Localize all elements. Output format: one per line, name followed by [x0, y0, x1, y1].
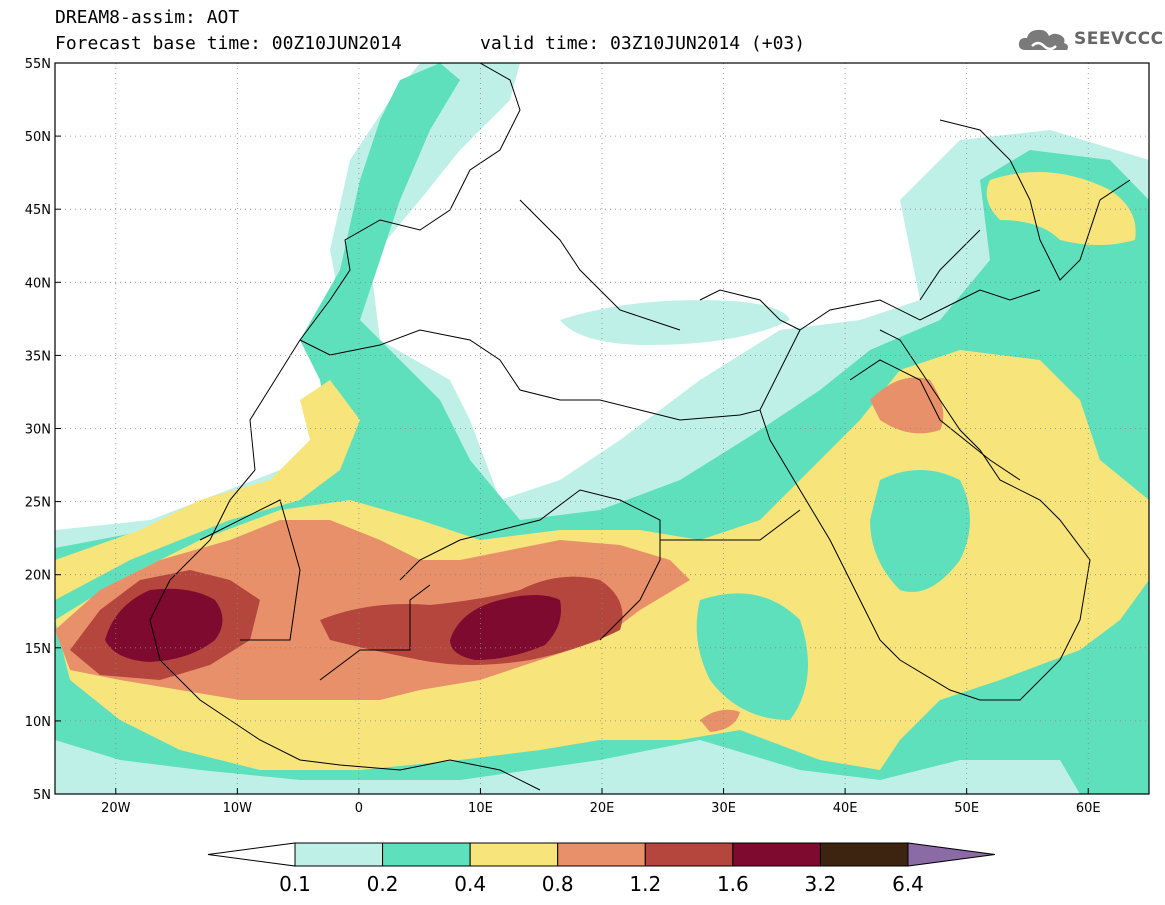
title-base-time: Forecast base time: 00Z10JUN2014	[55, 33, 402, 54]
lon-tick-label: 10W	[223, 801, 253, 816]
lat-tick-label: 25N	[25, 496, 51, 511]
aot-field	[55, 63, 1149, 794]
colorbar-label: 1.6	[716, 872, 749, 896]
lat-tick-label: 50N	[25, 130, 51, 145]
colorbar-label: 3.2	[804, 872, 837, 896]
colorbar-high-arrow	[907, 842, 996, 867]
coastlines	[149, 63, 1131, 791]
title-line-1: DREAM8-assim: AOT	[55, 7, 240, 28]
colorbar-box	[644, 842, 734, 867]
lon-tick-label: 20W	[101, 801, 131, 816]
colorbar-label: 6.4	[892, 872, 924, 896]
lat-tick-label: 20N	[25, 569, 51, 584]
colorbar-label: 0.2	[366, 872, 399, 896]
lon-tick-label: 60E	[1076, 801, 1101, 816]
colorbar-label: 1.2	[629, 872, 662, 896]
lat-tick-label: 10N	[25, 715, 51, 730]
colorbar-box	[294, 842, 384, 867]
lat-tick-label: 35N	[25, 349, 51, 364]
colorbar-label: 0.8	[541, 872, 574, 896]
lat-tick-label: 5N	[33, 788, 51, 803]
lat-tick-label: 30N	[25, 423, 51, 438]
lon-tick-label: 40E	[833, 801, 858, 816]
lon-tick-label: 20E	[590, 801, 615, 816]
colorbar-box	[382, 842, 471, 867]
logo-text: SEEVCCC	[1074, 29, 1164, 49]
cloud-logo-icon	[1018, 29, 1068, 51]
colorbar	[207, 842, 996, 867]
title-valid-time: valid time: 03Z10JUN2014 (+03)	[480, 33, 806, 54]
lat-tick-label: 40N	[25, 276, 51, 291]
colorbar-low-arrow	[207, 842, 296, 867]
colorbar-label: 0.4	[454, 872, 487, 896]
colorbar-box	[732, 842, 821, 867]
seevccc-logo: SEEVCCC	[1018, 26, 1164, 52]
colorbar-label: 0.1	[279, 872, 311, 896]
axis-ticks: 20W 10W 0 10E 20E 30E 40E 50E 60E 5N 10N 15N 20N 25N 3…	[25, 57, 1101, 816]
lon-tick-label: 30E	[711, 801, 736, 816]
lat-tick-label: 45N	[25, 203, 51, 218]
lon-tick-label: 50E	[954, 801, 979, 816]
lon-tick-label: 0	[355, 801, 363, 816]
colorbar-box	[469, 842, 559, 867]
lat-tick-label: 55N	[25, 57, 51, 72]
graticule	[55, 62, 1149, 795]
colorbar-box	[819, 842, 909, 867]
lon-tick-label: 10E	[468, 801, 493, 816]
colorbar-box	[557, 842, 646, 867]
lat-tick-label: 15N	[25, 642, 51, 657]
